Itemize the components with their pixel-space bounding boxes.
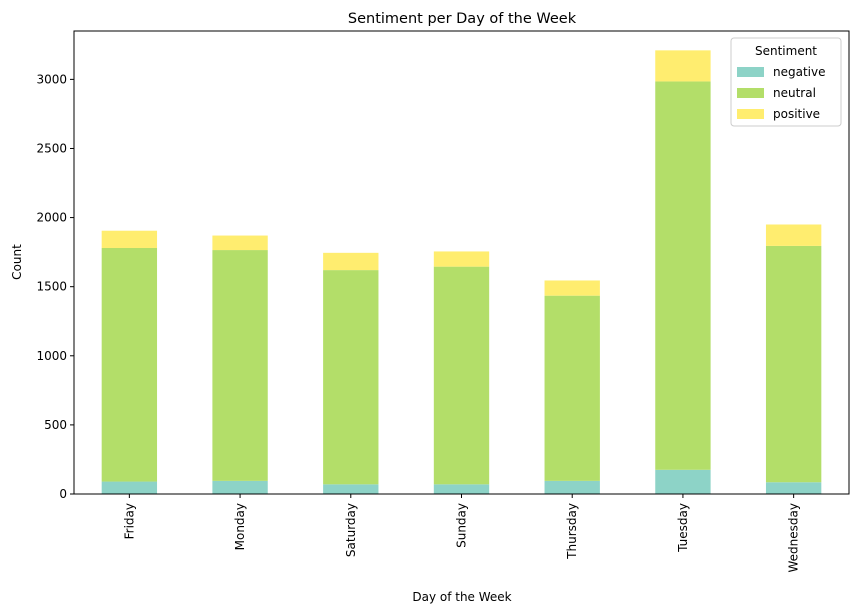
x-tick-label-wednesday: Wednesday (787, 503, 801, 572)
legend-label-negative: negative (773, 65, 825, 79)
bar-negative-saturday (323, 484, 379, 494)
y-tick-label: 1000 (36, 349, 67, 363)
legend: Sentiment negative neutral positive (730, 37, 842, 127)
bar-positive-friday (101, 230, 158, 248)
legend-swatch-neutral (737, 88, 764, 98)
x-tick-label-friday: Friday (122, 503, 136, 539)
bar-neutral-friday (101, 247, 158, 482)
bar-negative-thursday (544, 480, 600, 494)
bar-neutral-tuesday (655, 81, 711, 470)
y-tick-label: 2500 (36, 141, 67, 155)
legend-label-positive: positive (773, 107, 820, 121)
bars-group (101, 50, 822, 494)
chart-title: Sentiment per Day of the Week (348, 11, 577, 27)
y-tick-label: 2000 (36, 211, 67, 225)
bar-neutral-saturday (323, 270, 379, 485)
legend-box (730, 37, 842, 127)
bar-positive-thursday (544, 280, 600, 296)
bar-negative-monday (212, 480, 268, 494)
bar-positive-saturday (323, 252, 379, 271)
bar-negative-tuesday (655, 469, 711, 494)
bar-negative-friday (101, 481, 158, 494)
x-tick-label-monday: Monday (233, 503, 247, 550)
bar-neutral-monday (212, 250, 268, 481)
bar-neutral-thursday (544, 295, 600, 481)
bar-neutral-wednesday (765, 245, 822, 483)
x-tick-label-tuesday: Tuesday (676, 503, 690, 553)
bar-positive-tuesday (655, 50, 711, 82)
x-axis: Friday Monday Saturday Sunday Thursday Tuesda… (122, 494, 801, 572)
legend-swatch-positive (737, 109, 764, 119)
y-tick-label: 3000 (36, 72, 67, 86)
y-tick-label: 1500 (36, 280, 67, 294)
x-tick-label-sunday: Sunday (455, 503, 469, 548)
x-tick-label-thursday: Thursday (565, 503, 579, 560)
bar-neutral-sunday (433, 266, 490, 485)
bar-negative-wednesday (765, 482, 822, 494)
legend-swatch-negative (737, 67, 764, 77)
plot-frame (73, 30, 850, 495)
x-axis-title: Day of the Week (412, 590, 511, 604)
y-tick-label: 0 (59, 487, 67, 501)
bar-positive-sunday (433, 251, 490, 267)
y-axis-title: Count (10, 244, 24, 280)
y-axis: 0 500 1000 1500 2000 2500 3000 (36, 72, 74, 501)
bar-positive-wednesday (765, 224, 822, 246)
bar-positive-monday (212, 235, 268, 251)
x-tick-label-saturday: Saturday (344, 503, 358, 557)
legend-label-neutral: neutral (773, 86, 816, 100)
legend-title: Sentiment (755, 44, 817, 58)
y-tick-label: 500 (44, 418, 67, 432)
bar-negative-sunday (433, 484, 490, 494)
